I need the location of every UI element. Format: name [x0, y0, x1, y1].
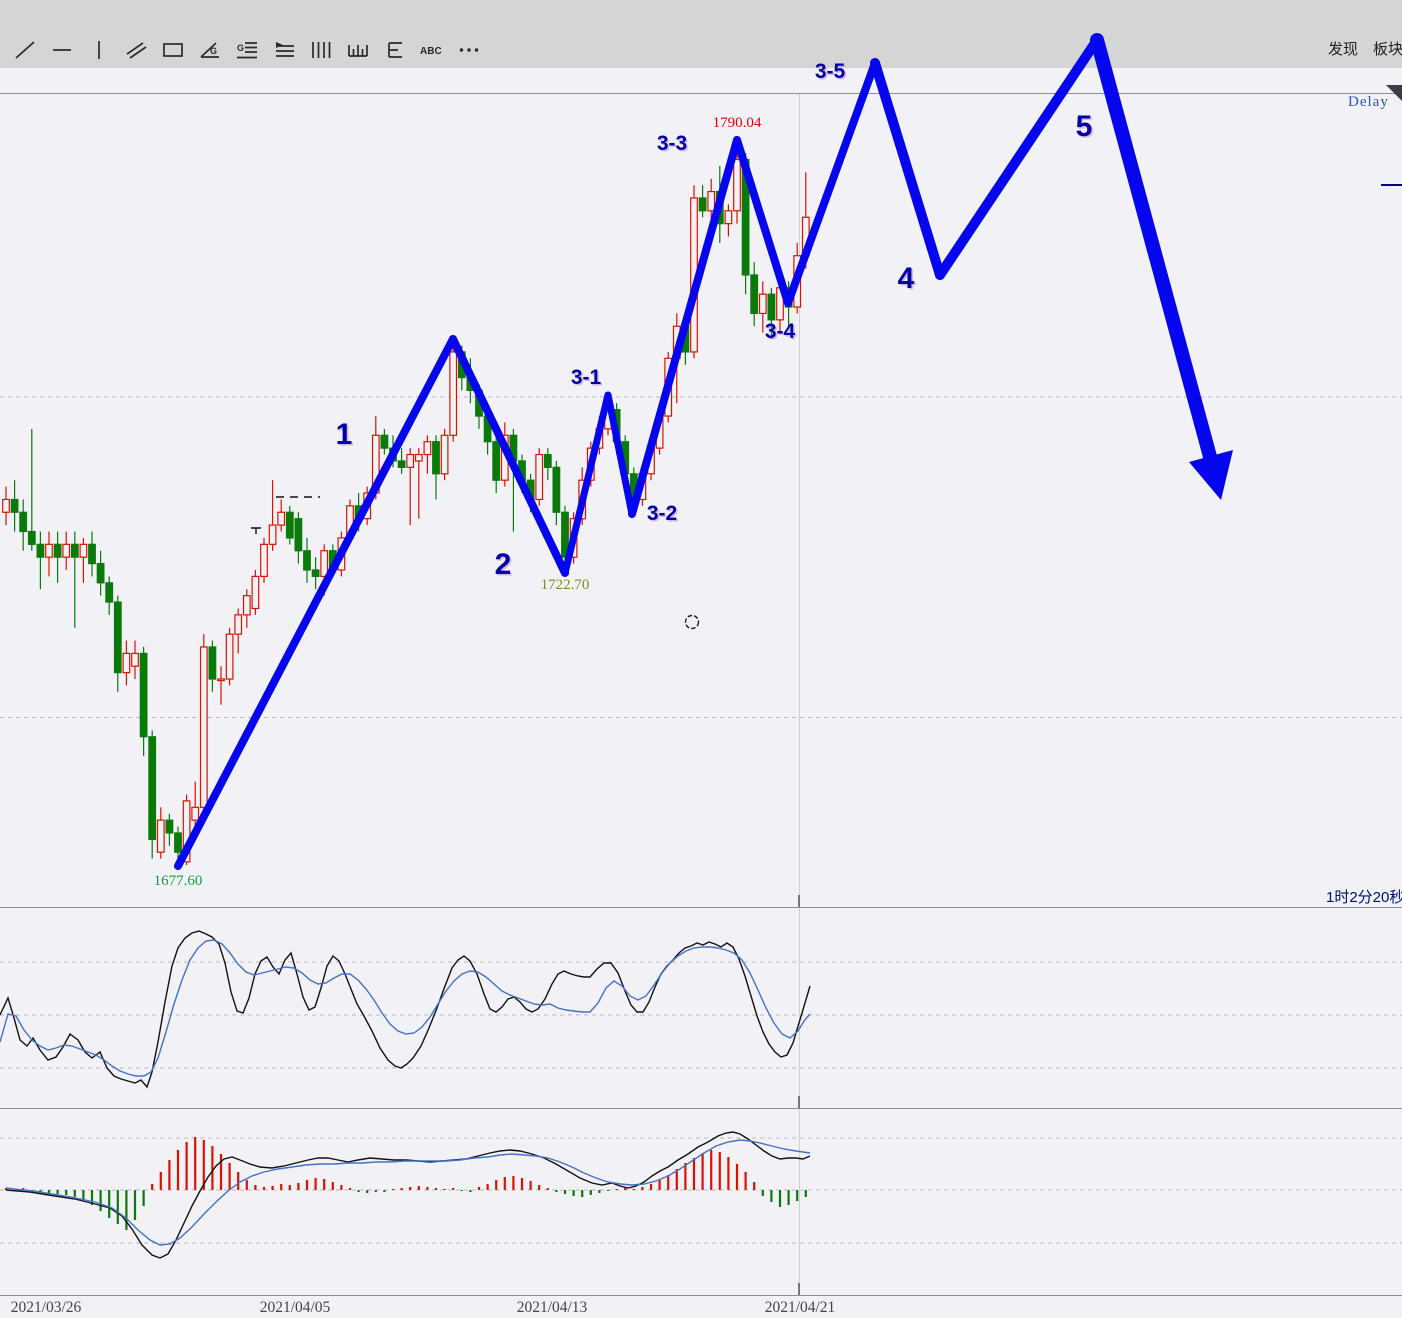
fibonacci-expansion-icon[interactable] [380, 34, 410, 66]
parallel-lines-icon[interactable] [121, 34, 151, 66]
more-tools-icon[interactable] [454, 34, 484, 66]
mouse-cursor-ring [684, 614, 700, 630]
oscillator-d-line [0, 939, 811, 1077]
down-arrow-head-icon [1189, 450, 1233, 500]
rectangle-icon[interactable] [158, 34, 188, 66]
golden-section-icon[interactable]: G [232, 34, 262, 66]
vertical-line-icon[interactable] [84, 34, 114, 66]
price-tag-label: 1790.04 [712, 115, 762, 131]
bar-countdown-label: 1时2分20秒 [1326, 889, 1402, 906]
top-nav-links: 发现 板块 [1328, 38, 1402, 59]
text-label-icon[interactable]: ABC [417, 34, 447, 66]
candlestick-series [2, 140, 810, 866]
vertical-grid-icon[interactable] [306, 34, 336, 66]
price-tag-label: 1722.70 [540, 577, 590, 593]
oscillator-panel-border [0, 907, 1402, 908]
wave-label: 3-4 [764, 320, 796, 343]
date-tick: 2021/04/21 [764, 1299, 836, 1316]
svg-text:ABC: ABC [420, 46, 442, 57]
date-tick: 2021/03/26 [10, 1299, 82, 1316]
date-tick: 2021/04/05 [259, 1299, 331, 1316]
main-panel-top-border [0, 93, 1402, 94]
wave-label: 3-5 [814, 60, 846, 83]
elliott-wave-annotation[interactable] [174, 33, 1233, 870]
wave-label: 5 [1075, 110, 1093, 143]
svg-text:G: G [237, 43, 244, 53]
price-tag-label: 1677.60 [153, 873, 203, 889]
gann-angle-icon[interactable]: G [195, 34, 225, 66]
oscillator-k-line [0, 930, 811, 1089]
date-tick: 2021/04/13 [516, 1299, 588, 1316]
macd-dif-line [5, 1131, 811, 1259]
macd-histogram [4, 1137, 807, 1230]
wave-ruler-icon[interactable] [343, 34, 373, 66]
wave-label: 3-1 [570, 366, 602, 389]
wave-label: 4 [897, 262, 915, 295]
wave-label: 2 [494, 548, 512, 581]
price-channel-icon[interactable] [269, 34, 299, 66]
nav-sectors-link[interactable]: 板块 [1373, 41, 1402, 58]
delay-badge[interactable]: Delay [1348, 94, 1389, 110]
drawing-toolbar: G G ABC [0, 0, 1402, 68]
macd-dea-line [5, 1139, 811, 1246]
wave-label: 3-3 [656, 132, 688, 155]
price-level-dash-icon [1381, 184, 1402, 186]
trend-line-icon[interactable] [10, 34, 40, 66]
horizontal-line-icon[interactable] [47, 34, 77, 66]
x-axis-border [0, 1295, 1402, 1296]
order-t-marker [251, 527, 261, 534]
macd-panel-border [0, 1108, 1402, 1109]
nav-discover-link[interactable]: 发现 [1328, 41, 1359, 58]
wave-label: 1 [335, 418, 353, 451]
wave-label: 3-2 [646, 502, 678, 525]
drawing-tools-group: G G ABC [10, 34, 484, 66]
crosshair-vertical-line [799, 93, 800, 1295]
svg-text:G: G [210, 46, 217, 56]
corner-fold-icon [1386, 85, 1402, 101]
